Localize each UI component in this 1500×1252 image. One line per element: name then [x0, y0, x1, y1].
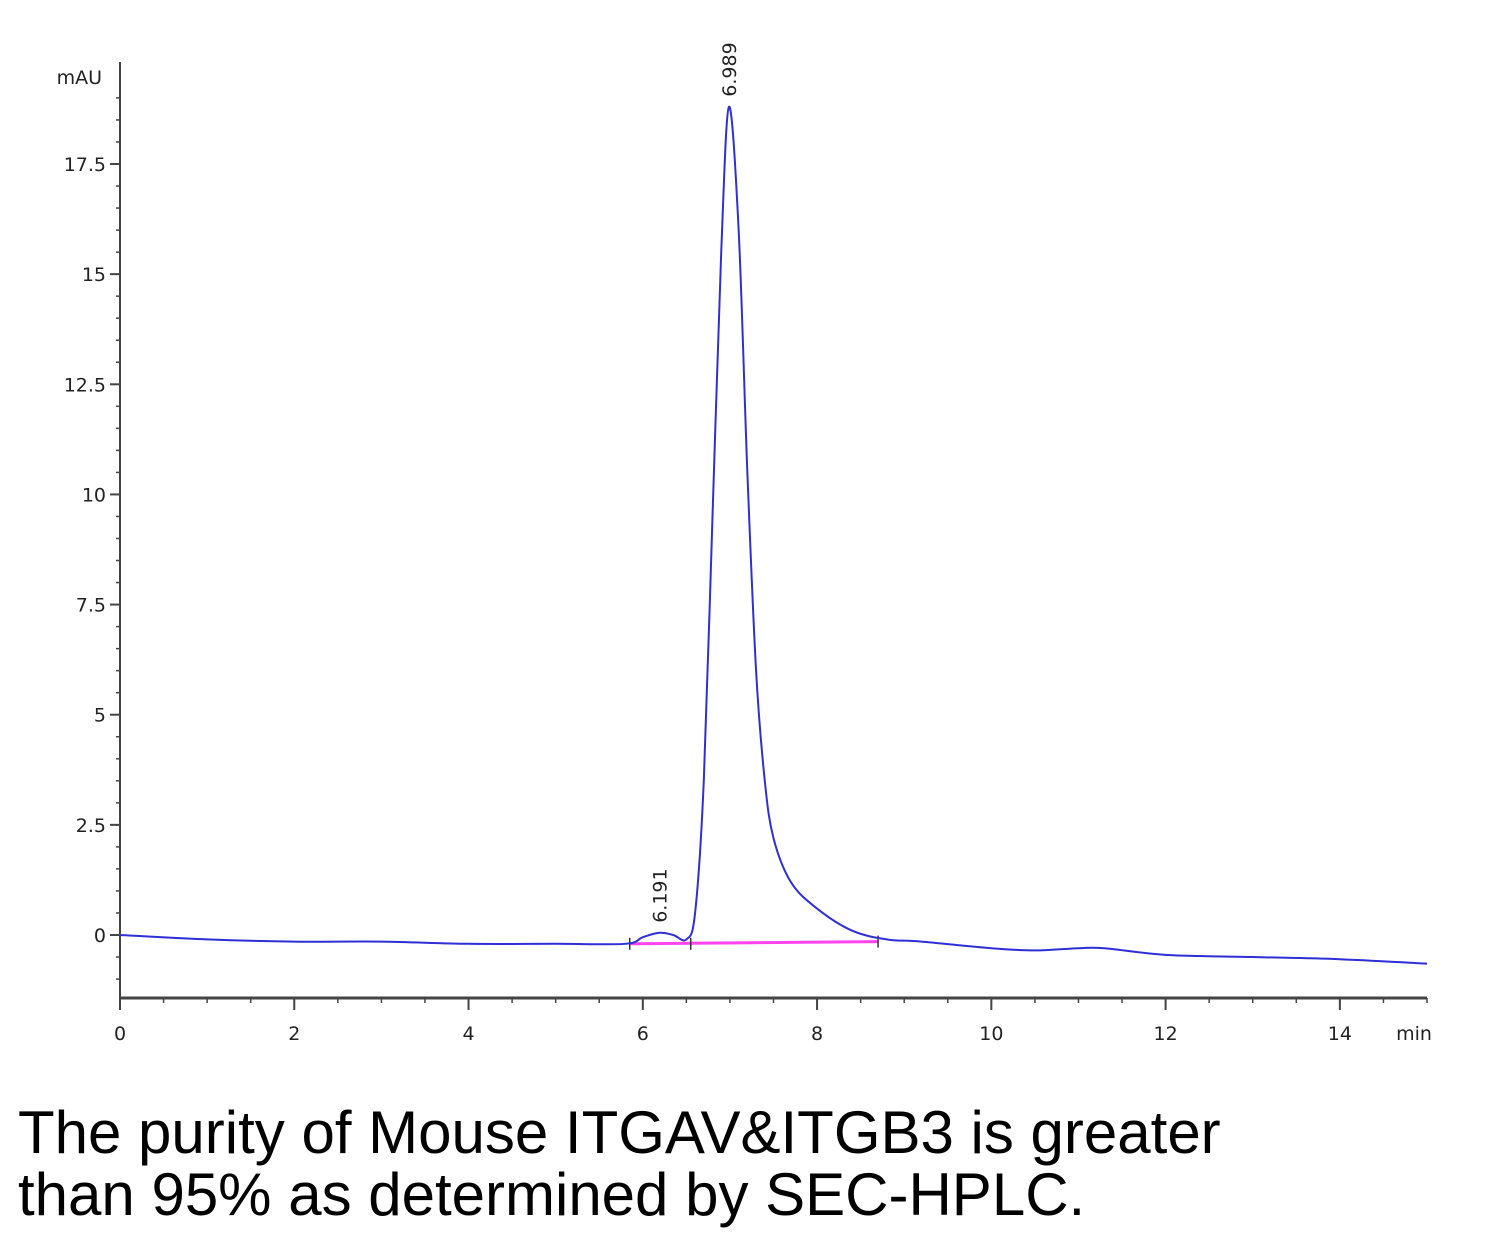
- y-tick-label: 0: [94, 925, 106, 947]
- x-tick-label: 14: [1328, 1023, 1352, 1045]
- chart-annotations: 6.191 6.989: [649, 42, 741, 922]
- x-axis-label: min: [1396, 1023, 1432, 1045]
- y-tick-label: 15: [82, 264, 106, 286]
- x-tick-label: 4: [462, 1023, 474, 1045]
- peak-retention-label: 6.989: [719, 42, 741, 96]
- x-tick-label: 0: [114, 1023, 126, 1045]
- figure-caption: The purity of Mouse ITGAV&ITGB3 is great…: [18, 1102, 1478, 1226]
- chart-axes: mAU min: [57, 62, 1432, 1045]
- x-tick-label: 6: [637, 1023, 649, 1045]
- x-tick-label: 12: [1154, 1023, 1178, 1045]
- chart-ticks: 0 2.5 5 7.5 10 12.5 15 17.5 0 2 4 6 8 10 12 14: [64, 97, 1428, 1045]
- x-tick-label: 10: [979, 1023, 1003, 1045]
- integration-baseline: [629, 940, 879, 946]
- signal-trace: [119, 105, 1428, 965]
- chart-series: [119, 105, 1428, 965]
- y-tick-label: 10: [82, 484, 106, 506]
- y-axis-label: mAU: [57, 67, 102, 89]
- x-tick-label: 2: [288, 1023, 300, 1045]
- y-tick-label: 17.5: [64, 154, 106, 176]
- y-tick-label: 12.5: [64, 374, 106, 396]
- y-tick-label: 2.5: [76, 815, 106, 837]
- y-tick-label: 7.5: [76, 595, 106, 617]
- x-tick-label: 8: [811, 1023, 823, 1045]
- y-tick-label: 5: [94, 705, 106, 727]
- caption-line-1: The purity of Mouse ITGAV&ITGB3 is great…: [18, 1099, 1221, 1166]
- chromatogram-chart: mAU min 0 2.5 5 7.5 10 12.5 15 17.5 0 2 4 6 8 10 12 14 6…: [57, 42, 1432, 1045]
- caption-line-2: than 95% as determined by SEC-HPLC.: [18, 1161, 1086, 1228]
- peak-retention-label: 6.191: [649, 868, 671, 922]
